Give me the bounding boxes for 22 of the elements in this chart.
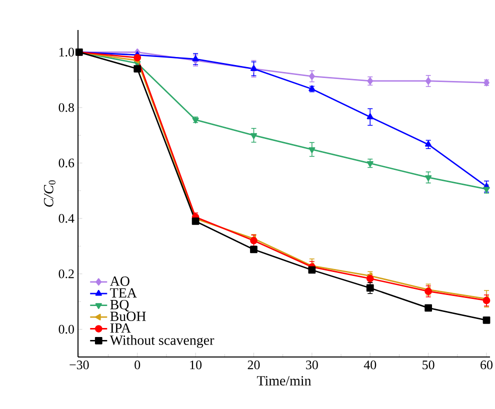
legend-label: TEA	[110, 288, 137, 298]
y-axis-title: C/C$_{0}$	[44, 180, 56, 207]
legend-label: BQ	[110, 300, 129, 312]
y-tick-label: 0.4	[58, 214, 74, 223]
x-tick-label: 40	[364, 360, 376, 370]
x-tick-label: −30	[70, 360, 89, 370]
x-tick-label: 10	[190, 360, 202, 370]
y-tick-label: 1.0	[59, 48, 74, 57]
x-tick-label: 20	[248, 360, 260, 370]
y-tick-label: 0.8	[58, 103, 74, 112]
x-tick-label: 60	[480, 360, 492, 370]
x-tick-label: 30	[306, 360, 318, 370]
y-tick-label: 0.2	[58, 269, 74, 278]
y-tick-label: 0.0	[58, 324, 74, 334]
x-tick-label: 50	[422, 360, 434, 370]
y-tick-label: 0.6	[58, 158, 74, 168]
legend-label: Without scavenger	[110, 335, 214, 348]
legend-label: BuOH	[110, 312, 146, 322]
x-tick-label: 0	[134, 360, 140, 370]
x-axis-title: Time/min	[256, 376, 312, 386]
legend-label: IPA	[110, 323, 131, 333]
legend-label: AO	[110, 276, 130, 286]
